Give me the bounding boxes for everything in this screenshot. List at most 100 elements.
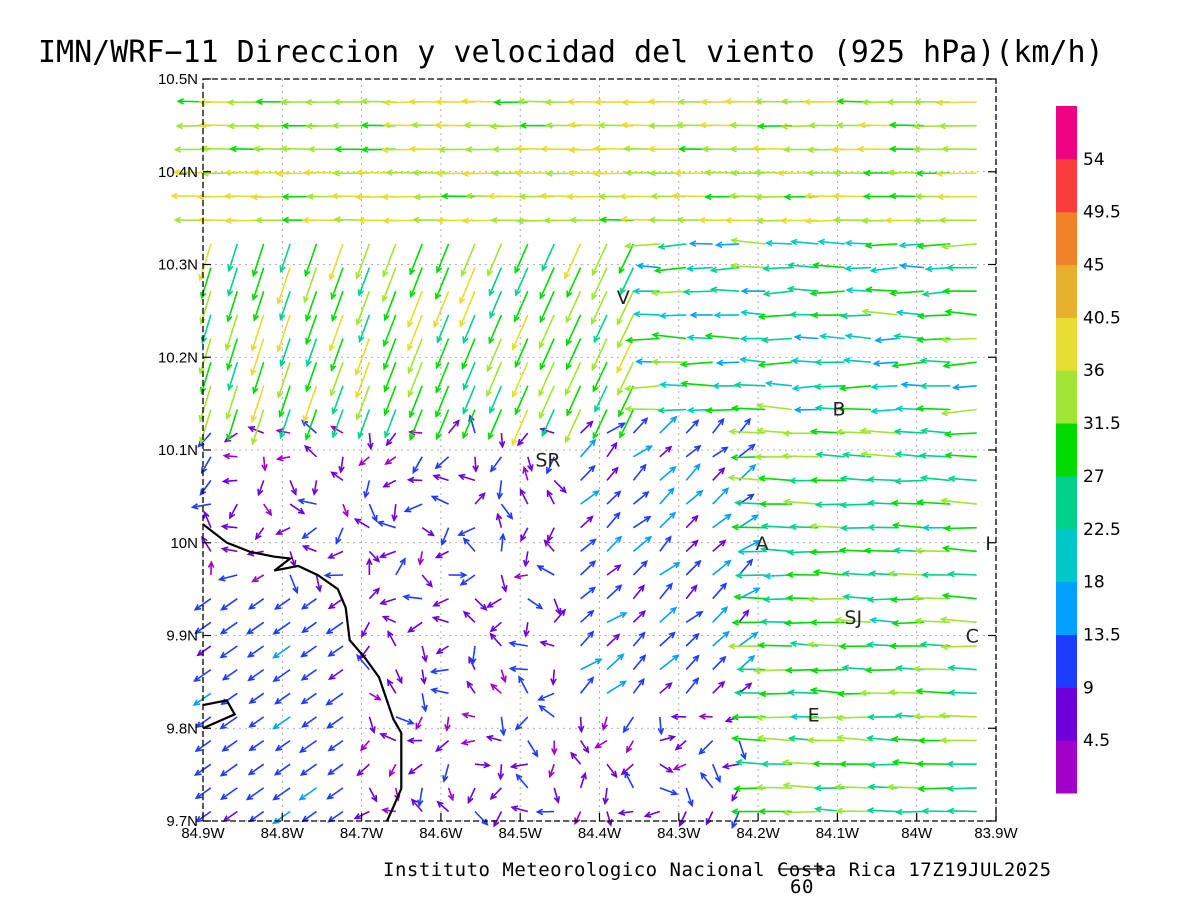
wind-vector (915, 405, 951, 412)
wind-vector (460, 739, 476, 746)
wind-vector (514, 385, 529, 416)
wind-vector (381, 807, 396, 814)
x-axis-ticks: 84.9W 84.8W 84.7W 84.6W 84.5W 84.4W 84.3W 84.2W… (181, 813, 1019, 842)
wind-vector (760, 336, 792, 344)
wind-vector (711, 382, 740, 390)
wind-vector (272, 668, 291, 683)
wind-vector (617, 314, 635, 349)
wind-vector (564, 361, 582, 397)
colorbar-segment (1056, 264, 1077, 318)
wind-vector (787, 689, 819, 696)
wind-vector (279, 338, 291, 368)
coastline-segment (202, 699, 237, 730)
wind-vector (898, 262, 924, 270)
wind-vector (201, 535, 212, 552)
wind-vector (632, 515, 652, 529)
wind-vector (764, 239, 792, 247)
colorbar-label: 31.5 (1083, 414, 1121, 434)
wind-vector (606, 441, 618, 458)
wind-vector (409, 243, 423, 276)
wind-vector (460, 243, 476, 278)
wind-vector (417, 551, 425, 566)
wind-vector (843, 265, 872, 272)
colorbar-segment (1056, 581, 1077, 635)
wind-vector (809, 548, 845, 556)
wind-vector (590, 290, 608, 326)
wind-vector (421, 574, 433, 588)
wind-vector (461, 338, 476, 371)
wind-vector (591, 243, 608, 277)
wind-vector (737, 548, 766, 556)
wind-vector (527, 740, 539, 758)
wind-vector (705, 811, 714, 826)
wind-vector (698, 740, 714, 756)
wind-vector (420, 669, 427, 685)
wind-vector (488, 267, 503, 297)
colorbar-segment (1056, 687, 1077, 741)
wind-vector (279, 290, 291, 322)
wind-vector (331, 290, 344, 323)
wind-vector (489, 290, 503, 319)
wind-vector (361, 621, 371, 638)
wind-vector (411, 169, 449, 177)
wind-vector (199, 479, 212, 496)
wind-vector (250, 314, 265, 353)
wind-vector (251, 243, 265, 278)
wind-vector (712, 680, 726, 694)
x-tick-label: 84W (901, 825, 933, 842)
wind-vector (539, 640, 555, 647)
wind-vector (580, 515, 594, 529)
wind-vector (911, 594, 951, 602)
wind-vector (273, 763, 291, 776)
wind-vector (593, 314, 608, 344)
wind-vector (712, 630, 730, 647)
wind-vector (685, 584, 698, 600)
wind-vector (300, 668, 317, 681)
wind-vector (940, 336, 977, 344)
wind-vector (739, 356, 766, 364)
wind-vector (489, 632, 502, 647)
wind-vector (940, 643, 977, 651)
wind-vector (382, 338, 397, 371)
wind-vector (486, 361, 503, 398)
wind-vector (898, 241, 924, 249)
wind-vector (579, 438, 597, 458)
x-tick-label: 84.9W (181, 825, 225, 842)
wind-vector (355, 243, 371, 280)
wind-vector (327, 550, 344, 559)
y-tick-label: 10.4N (158, 164, 198, 181)
wind-vector (198, 338, 212, 376)
wind-vector (789, 238, 819, 246)
wind-vector (246, 645, 265, 658)
wind-vector (838, 384, 872, 392)
wind-vector (513, 290, 529, 323)
wind-vector (395, 669, 403, 685)
wind-vector (395, 716, 415, 725)
colorbar-label: 4.5 (1083, 731, 1110, 751)
wind-vector (606, 653, 625, 671)
wind-vector (594, 385, 608, 413)
wind-vector (217, 574, 238, 582)
wind-vector (435, 385, 450, 419)
wind-vector (617, 809, 634, 816)
wind-vector (564, 243, 582, 280)
wind-vector (712, 559, 732, 576)
wind-vector (382, 314, 397, 348)
wind-vector (574, 811, 582, 826)
wind-vector (196, 645, 212, 657)
wind-vector (833, 616, 872, 624)
wind-vector (818, 333, 845, 340)
wind-vector (248, 810, 265, 823)
wind-vector (247, 668, 265, 682)
wind-vector (632, 310, 660, 318)
wind-vector (713, 311, 740, 319)
wind-vector (327, 739, 344, 752)
wind-vector (221, 477, 238, 485)
wind-vector (632, 631, 646, 647)
wind-vector (814, 358, 845, 366)
wind-vector (835, 807, 872, 815)
wind-vector (914, 547, 951, 555)
wind-vector (738, 740, 747, 761)
wind-vector (564, 409, 582, 444)
wind-vector (813, 383, 845, 391)
